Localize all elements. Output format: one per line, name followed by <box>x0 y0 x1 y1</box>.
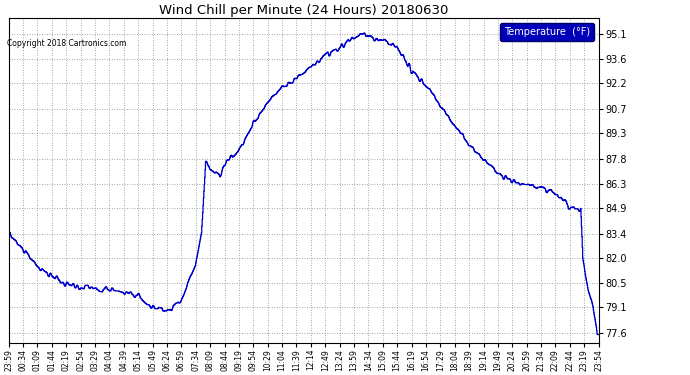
Legend: Temperature  (°F): Temperature (°F) <box>500 23 594 41</box>
Text: Copyright 2018 Cartronics.com: Copyright 2018 Cartronics.com <box>7 39 126 48</box>
Title: Wind Chill per Minute (24 Hours) 20180630: Wind Chill per Minute (24 Hours) 2018063… <box>159 4 448 17</box>
